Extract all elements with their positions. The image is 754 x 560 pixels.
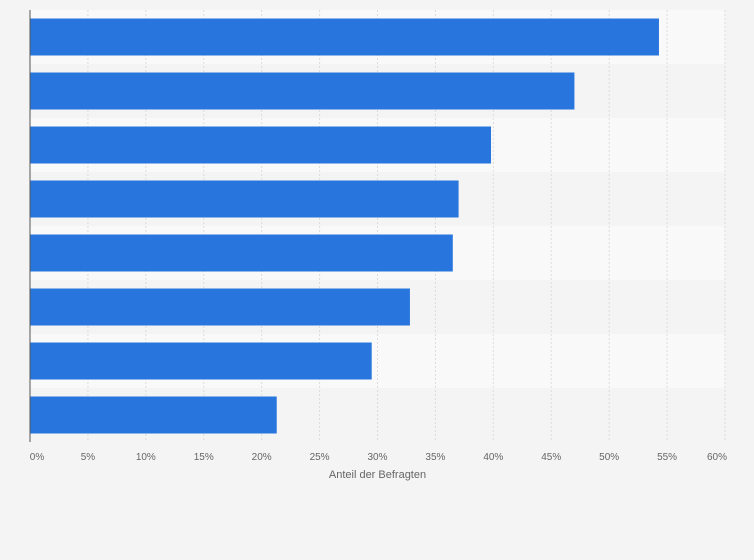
x-tick-label: 50% (599, 452, 619, 463)
x-tick-label: 40% (483, 452, 503, 463)
x-axis-tick-labels: 0% 5% 10% 15% 20% 25% 30% 35% 40% 45% 50% 55% 60% (30, 452, 727, 463)
bar (30, 342, 372, 380)
x-tick-label: 0% (30, 452, 45, 463)
x-tick-label: 45% (541, 452, 561, 463)
bar (30, 396, 277, 434)
x-tick-label: 60% (707, 452, 727, 463)
x-tick-label: 55% (657, 452, 677, 463)
bar (30, 126, 492, 164)
bar (30, 234, 453, 272)
bar (30, 72, 575, 110)
bar (30, 180, 459, 218)
bar (30, 18, 659, 56)
x-tick-label: 5% (81, 452, 96, 463)
x-tick-label: 10% (136, 452, 156, 463)
x-tick-label: 25% (310, 452, 330, 463)
x-tick-label: 15% (194, 452, 214, 463)
bar (30, 288, 410, 326)
x-tick-label: 30% (367, 452, 387, 463)
x-tick-label: 35% (425, 452, 445, 463)
x-axis-title: Anteil der Befragten (329, 469, 426, 481)
bars (30, 18, 659, 434)
x-tick-label: 20% (252, 452, 272, 463)
